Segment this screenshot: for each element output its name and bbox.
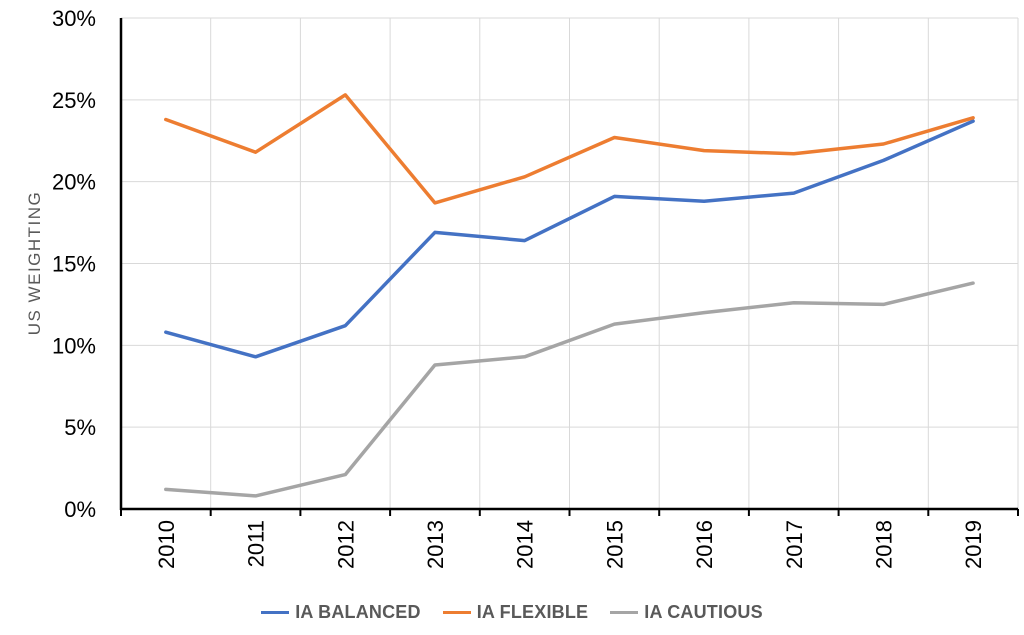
- x-tick-label: 2010: [154, 520, 179, 569]
- axes: [119, 18, 1019, 516]
- x-tick-label: 2012: [333, 520, 358, 569]
- legend-item-ia-flexible: IA FLEXIBLE: [442, 601, 589, 623]
- legend-item-ia-cautious: IA CAUTIOUS: [610, 602, 763, 623]
- series-line-ia-flexible: [164, 93, 975, 205]
- line-chart: 0% 5% 10% 15% 20% 25% 30% 2010 2011 2012 2013 2014 2…: [25, 6, 1019, 569]
- legend-swatch-blue: [261, 610, 290, 614]
- y-tick-label: 25%: [52, 88, 96, 113]
- legend-swatch-orange: [442, 610, 471, 614]
- x-tick-label: 2015: [602, 520, 627, 569]
- legend-label: IA CAUTIOUS: [644, 601, 763, 622]
- x-tick-label: 2011: [244, 520, 269, 567]
- legend-item-ia-balanced: IA BALANCED: [261, 602, 421, 623]
- legend-label: IA FLEXIBLE: [476, 601, 589, 622]
- series-line-ia-balanced: [164, 119, 975, 359]
- y-tick-label: 5%: [64, 415, 96, 440]
- legend-swatch-gray: [610, 610, 639, 614]
- gridlines: [121, 17, 1019, 509]
- y-tick-label: 10%: [52, 333, 96, 358]
- series-lines: [164, 93, 975, 498]
- x-tick-label: 2018: [871, 520, 896, 569]
- series-line-ia-cautious: [164, 281, 975, 498]
- y-tick-label: 0%: [64, 497, 96, 522]
- x-tick-label: 2016: [692, 520, 717, 569]
- y-tick-label: 20%: [52, 170, 96, 195]
- y-tick-label: 30%: [52, 6, 96, 31]
- legend: IA BALANCED IA FLEXIBLE IA CAUTIOUS: [0, 598, 1024, 626]
- tick-labels: 0% 5% 10% 15% 20% 25% 30% 2010 2011 2012 2013 2014 2…: [25, 6, 986, 569]
- x-tick-label: 2017: [782, 520, 807, 569]
- y-axis-title: US WEIGHTING: [25, 191, 44, 336]
- y-tick-label: 15%: [52, 252, 96, 277]
- x-tick-label: 2014: [513, 520, 538, 569]
- legend-label: IA BALANCED: [295, 601, 421, 622]
- x-tick-label: 2019: [961, 520, 986, 569]
- x-tick-label: 2013: [423, 520, 448, 569]
